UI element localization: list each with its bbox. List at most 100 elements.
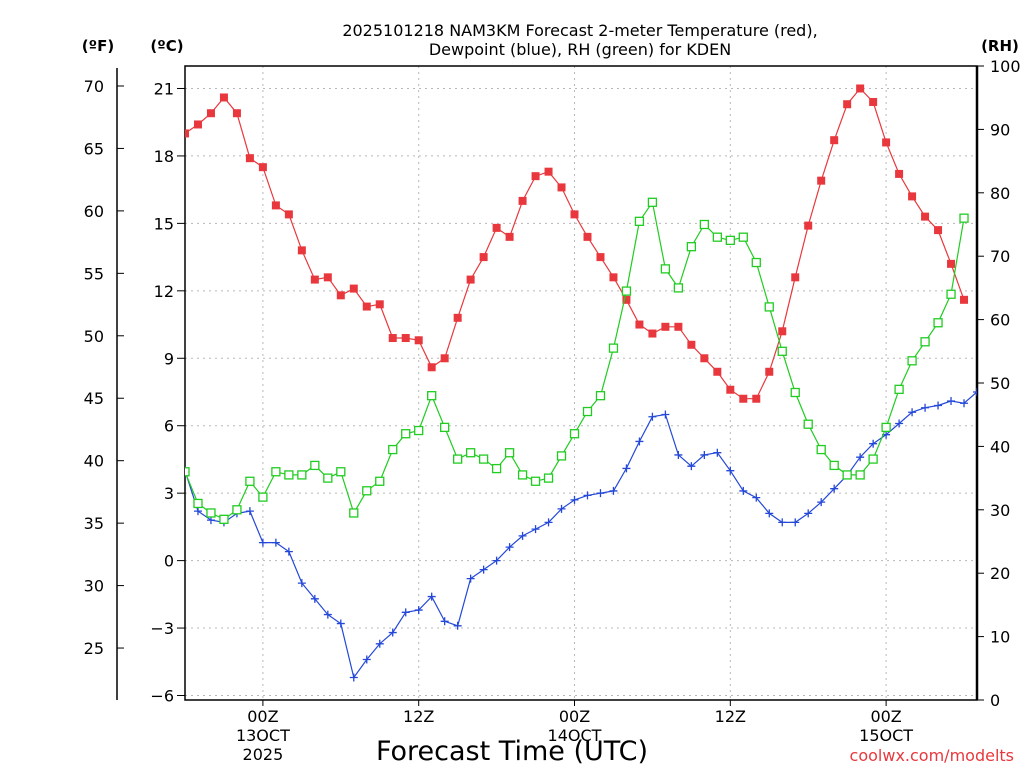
rh-marker [232, 505, 242, 515]
rh-marker [894, 384, 904, 394]
rh-marker [946, 289, 956, 299]
rh-marker [323, 473, 333, 483]
temperature-marker [856, 84, 865, 93]
temperature-marker [908, 192, 917, 201]
rh-marker [920, 337, 930, 347]
dewpoint-marker [323, 610, 332, 619]
temperature-marker [531, 172, 540, 181]
temperature-marker [401, 334, 410, 343]
x-tick-day: 14OCT [548, 726, 602, 745]
x-axis-title: Forecast Time (UTC) [376, 736, 648, 767]
temperature-marker [479, 253, 488, 262]
rh-marker [777, 346, 787, 356]
rh-marker [816, 444, 826, 455]
temperature-marker [739, 394, 748, 403]
temperature-marker [791, 273, 800, 282]
dewpoint-marker [245, 507, 254, 516]
rh-series [185, 197, 969, 524]
c-tick-label: 18 [154, 147, 174, 166]
temperature-marker [362, 302, 371, 311]
rh-marker [453, 454, 463, 464]
rh-marker [517, 470, 528, 480]
dewpoint-marker [674, 450, 683, 459]
rh-marker [245, 476, 255, 486]
temperature-marker [752, 394, 761, 403]
dewpoint-marker [817, 498, 826, 507]
rh-marker [855, 470, 865, 480]
dewpoint-marker [492, 556, 501, 565]
rh-tick-label: 50 [990, 374, 1010, 393]
rh-marker [362, 486, 372, 496]
x-tick-label: 12Z [715, 707, 746, 726]
rh-marker [608, 343, 619, 353]
dewpoint-marker [505, 543, 514, 552]
dewpoint-marker [609, 486, 618, 495]
rh-marker [465, 448, 476, 458]
temperature-marker [622, 295, 631, 304]
temperature-marker [414, 336, 423, 345]
dewpoint-marker [622, 464, 631, 473]
f-tick-label: 25 [84, 639, 104, 658]
rh-marker [375, 476, 385, 486]
rh-tick-label: 80 [990, 184, 1010, 203]
rh-marker [582, 406, 593, 417]
rh-marker [336, 467, 346, 477]
temperature-marker [271, 201, 280, 210]
rh-marker [271, 467, 281, 477]
temperature-marker [817, 176, 826, 185]
temperature-marker [258, 163, 267, 172]
dewpoint-marker [596, 489, 605, 498]
rh-marker [258, 492, 268, 502]
rh-marker [491, 463, 502, 474]
dewpoint-marker [635, 437, 644, 446]
x-tick-label: 00Z [247, 707, 278, 726]
series [185, 84, 977, 682]
rh-marker [219, 514, 229, 524]
temperature-series [185, 84, 969, 403]
dewpoint-marker [557, 504, 566, 513]
c-tick-label: −3 [150, 619, 174, 638]
rh-marker [660, 264, 671, 274]
temperature-marker [492, 223, 501, 232]
rh-tick-label: 70 [990, 247, 1010, 266]
x-tick-day: 13OCT [236, 726, 290, 745]
rh-tick-label: 10 [990, 628, 1010, 647]
temperature-marker [518, 196, 527, 205]
c-tick-label: 9 [164, 349, 174, 368]
x-tick-label: 00Z [870, 707, 901, 726]
dewpoint-marker [973, 387, 977, 396]
rh-marker [751, 257, 761, 268]
rh-marker [440, 422, 450, 433]
rh-tick-label: 30 [990, 501, 1010, 520]
dewpoint-series [185, 387, 977, 682]
rh-marker [673, 283, 684, 293]
dewpoint-marker [362, 655, 371, 664]
dewpoint-marker [583, 491, 592, 500]
celsius-unit-label: (ºC) [150, 37, 183, 55]
rh-marker [959, 213, 969, 223]
temperature-marker [440, 354, 449, 363]
temperature-marker [185, 129, 189, 138]
dewpoint-marker [570, 495, 579, 504]
rh-marker [284, 470, 294, 480]
temperature-marker [765, 367, 774, 376]
dewpoint-marker [414, 606, 423, 615]
temperature-line [185, 87, 965, 400]
rh-marker [310, 460, 320, 471]
temperature-marker [778, 327, 787, 336]
rh-marker [790, 387, 800, 398]
rh-marker [868, 454, 878, 464]
temperature-marker [635, 320, 644, 329]
f-tick-label: 55 [84, 264, 104, 283]
dewpoint-marker [479, 565, 488, 574]
rh-marker [193, 498, 203, 509]
dewpoint-marker [531, 525, 540, 534]
dewpoint-marker [518, 531, 527, 540]
rh-marker [738, 232, 748, 242]
rh-tick-label: 60 [990, 311, 1010, 330]
rh-marker [543, 473, 554, 483]
f-tick-label: 50 [84, 327, 104, 346]
temperature-marker [505, 232, 514, 241]
temperature-marker [674, 322, 683, 331]
